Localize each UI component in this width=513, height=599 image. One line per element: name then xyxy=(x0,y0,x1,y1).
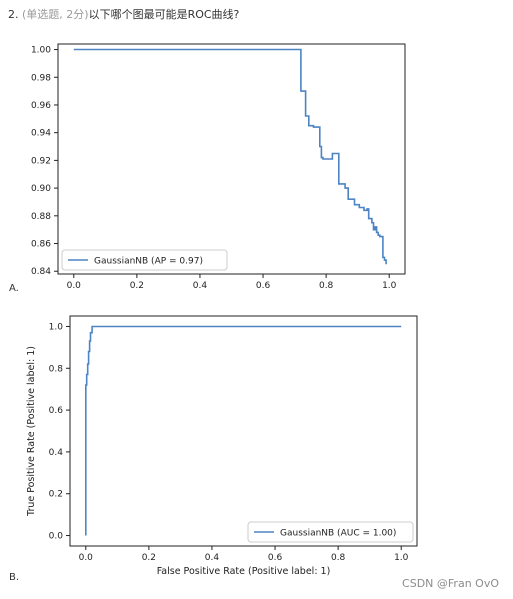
pr-y-tick-label: 0.90 xyxy=(31,184,51,194)
pr-x-tick-label: 0.6 xyxy=(256,281,271,291)
question-meta: (单选题, 2分) xyxy=(22,8,89,21)
pr-y-tick-label: 0.86 xyxy=(31,240,51,250)
pr-y-tick-label: 0.84 xyxy=(31,267,51,277)
roc-y-axis-label: True Positive Rate (Positive label: 1) xyxy=(26,346,37,517)
roc-y-tick-label: 0.4 xyxy=(49,448,64,458)
roc-x-tick-label: 0.4 xyxy=(205,553,220,563)
roc-x-tick-label: 1.0 xyxy=(394,553,409,563)
pr-x-tick-label: 0.0 xyxy=(67,281,82,291)
pr-legend-label: GaussianNB (AP = 0.97) xyxy=(94,257,203,267)
roc-y-tick-label: 0.8 xyxy=(49,364,64,374)
pr-y-tick-label: 0.98 xyxy=(31,73,51,83)
roc-y-tick-label: 0.2 xyxy=(49,490,63,500)
option-a-label[interactable]: A. xyxy=(9,283,19,294)
watermark: CSDN @Fran OvO xyxy=(402,577,499,590)
option-b-label[interactable]: B. xyxy=(9,572,20,583)
roc-y-tick-label: 0.6 xyxy=(49,406,64,416)
question-text: 以下哪个图最可能是ROC曲线? xyxy=(88,8,240,21)
roc-series-line xyxy=(85,325,402,536)
roc-x-tick-label: 0.6 xyxy=(268,553,283,563)
roc-x-axis-label: False Positive Rate (Positive label: 1) xyxy=(157,566,331,577)
roc-x-tick-label: 0.8 xyxy=(331,553,346,563)
pr-y-tick-label: 0.92 xyxy=(31,156,51,166)
pr-y-tick-label: 1.00 xyxy=(31,46,51,56)
question-number: 2. xyxy=(8,8,19,21)
pr-series-line xyxy=(73,48,387,265)
roc-x-tick-label: 0.2 xyxy=(142,553,156,563)
pr-x-tick-label: 0.4 xyxy=(193,281,208,291)
roc-y-tick-label: 1.0 xyxy=(49,322,64,332)
roc-legend-box xyxy=(247,521,414,543)
pr-x-tick-label: 0.2 xyxy=(130,281,144,291)
roc-x-tick-label: 0.0 xyxy=(79,553,94,563)
question-header: 2. (单选题, 2分)以下哪个图最可能是ROC曲线? xyxy=(8,6,239,22)
pr-x-tick-label: 0.8 xyxy=(319,281,334,291)
pr-y-tick-label: 0.88 xyxy=(31,212,51,222)
roc-legend-label: GaussianNB (AUC = 1.00) xyxy=(280,529,396,539)
pr-y-tick-label: 0.96 xyxy=(31,101,51,111)
pr-y-tick-label: 0.94 xyxy=(31,129,51,139)
roc-y-tick-label: 0.0 xyxy=(49,532,64,542)
pr-x-tick-label: 1.0 xyxy=(382,281,397,291)
pr-legend-box xyxy=(61,249,228,271)
roc-plot-frame xyxy=(69,315,418,547)
pr-plot-frame xyxy=(57,43,406,275)
